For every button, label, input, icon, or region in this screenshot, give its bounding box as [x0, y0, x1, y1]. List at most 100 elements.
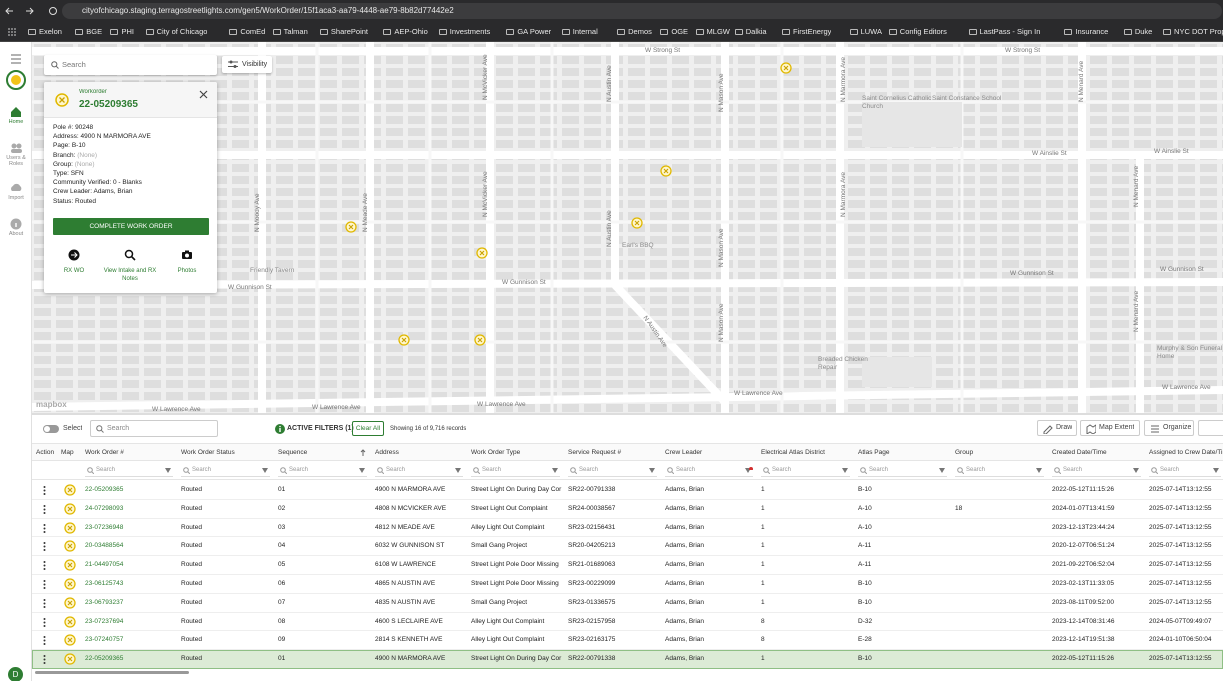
work-order-pin[interactable]	[474, 334, 486, 346]
work-order-link[interactable]: 24-07298093	[85, 500, 175, 518]
action-label[interactable]: RX WO	[44, 267, 104, 275]
bookmark[interactable]: Exelon	[28, 22, 62, 42]
map-pin[interactable]	[64, 484, 76, 496]
bookmark[interactable]: Dalkia	[735, 22, 767, 42]
action-menu[interactable]	[43, 599, 46, 608]
active-filters[interactable]: ACTIVE FILTERS (1)	[287, 423, 354, 435]
clear-all-button[interactable]: Clear All	[352, 421, 384, 436]
nav-label[interactable]: Users & Roles	[0, 155, 32, 167]
action-menu[interactable]	[43, 561, 46, 570]
column-header[interactable]: Atlas Page	[858, 444, 949, 461]
nav-label[interactable]: Home	[0, 119, 32, 125]
action-label[interactable]: View Intake and RX Notes	[100, 267, 160, 283]
map-pin[interactable]	[64, 597, 76, 609]
column-filter[interactable]: Search	[665, 464, 753, 477]
action-icon[interactable]	[181, 249, 193, 261]
map-pin[interactable]	[64, 559, 76, 571]
bookmark[interactable]: Config Editors	[889, 22, 947, 42]
action-menu[interactable]	[43, 542, 46, 551]
column-filter[interactable]: Search	[568, 464, 657, 477]
map-attribution[interactable]: mapbox	[36, 400, 67, 409]
work-order-link[interactable]: 23-07236948	[85, 519, 175, 537]
bookmark[interactable]: City of Chicago	[146, 22, 208, 42]
select-label[interactable]: Select	[63, 423, 82, 435]
column-header[interactable]: Address	[375, 444, 465, 461]
nav-label[interactable]: About	[0, 231, 32, 237]
action-label[interactable]: Photos	[157, 267, 217, 275]
bookmark[interactable]: LUWA	[850, 22, 882, 42]
work-order-pin[interactable]	[780, 62, 792, 74]
action-menu[interactable]	[43, 655, 46, 664]
map-pin[interactable]	[64, 653, 76, 665]
work-order-link[interactable]: 23-06793237	[85, 594, 175, 612]
work-order-pin[interactable]	[476, 247, 488, 259]
action-menu[interactable]	[43, 636, 46, 645]
column-filter[interactable]: Search	[471, 464, 560, 477]
column-header[interactable]: Group	[955, 444, 1046, 461]
visibility-button[interactable]: Visibility	[222, 56, 272, 73]
column-filter[interactable]: Search	[278, 464, 367, 477]
action-menu[interactable]	[43, 486, 46, 495]
work-order-link[interactable]: 23-07240757	[85, 631, 175, 649]
column-header[interactable]: Work Order #	[85, 444, 175, 461]
column-header[interactable]: Action	[36, 444, 55, 461]
bookmark[interactable]: Demos	[617, 22, 652, 42]
action-icon[interactable]	[124, 249, 136, 261]
url-bar[interactable]: cityofchicago.staging.terragostreetlight…	[62, 3, 1222, 19]
action-menu[interactable]	[43, 580, 46, 589]
toolbar-button[interactable]	[1198, 420, 1223, 436]
column-header[interactable]: Crew Leader	[665, 444, 755, 461]
nav-icon[interactable]	[10, 218, 22, 230]
bookmark[interactable]: NYC DOT Proposal...	[1163, 22, 1223, 42]
column-filter[interactable]: Search	[375, 464, 463, 477]
column-header[interactable]: Assigned to Crew Date/Time	[1149, 444, 1223, 461]
scrollbar-thumb[interactable]	[35, 671, 189, 674]
work-order-link[interactable]: 21-04497054	[85, 556, 175, 574]
bookmark[interactable]: MLGW	[696, 22, 730, 42]
work-order-pin[interactable]	[660, 165, 672, 177]
column-filter[interactable]: Search	[85, 464, 173, 477]
action-menu[interactable]	[43, 524, 46, 533]
column-header[interactable]: Service Request #	[568, 444, 659, 461]
nav-icon[interactable]	[10, 106, 22, 118]
nav-icon[interactable]	[10, 142, 22, 154]
toolbar-button[interactable]: Map Extent	[1080, 420, 1140, 436]
nav-icon[interactable]	[10, 182, 22, 194]
bookmark[interactable]: Talman	[273, 22, 308, 42]
bookmark[interactable]: Internal	[562, 22, 598, 42]
column-filter[interactable]: Search	[858, 464, 947, 477]
work-order-link[interactable]: 23-07237694	[85, 613, 175, 631]
column-header[interactable]: Map	[61, 444, 79, 461]
map-search[interactable]: Search	[44, 55, 217, 75]
bookmark[interactable]: ComEd	[229, 22, 265, 42]
toolbar-button[interactable]: Draw	[1037, 420, 1077, 436]
bookmark[interactable]: Duke	[1124, 22, 1153, 42]
column-header[interactable]: Electrical Atlas District	[761, 444, 852, 461]
nav-label[interactable]: Import	[0, 195, 32, 201]
work-order-link[interactable]: 20-03488564	[85, 537, 175, 555]
bookmark[interactable]: Investments	[439, 22, 490, 42]
nav-buttons[interactable]	[4, 4, 64, 18]
column-header[interactable]: Created Date/Time	[1052, 444, 1143, 461]
bookmark[interactable]: SharePoint	[320, 22, 368, 42]
apps-icon[interactable]	[8, 28, 16, 36]
bookmark[interactable]: BGE	[75, 22, 102, 42]
action-menu[interactable]	[43, 505, 46, 514]
map-pin[interactable]	[64, 522, 76, 534]
map-pin[interactable]	[64, 634, 76, 646]
map-pin[interactable]	[64, 616, 76, 628]
work-order-link[interactable]: 23-06125743	[85, 575, 175, 593]
avatar[interactable]: D	[8, 667, 23, 681]
action-menu[interactable]	[43, 618, 46, 627]
menu-icon[interactable]	[10, 54, 22, 64]
column-filter[interactable]: Search	[181, 464, 270, 477]
work-order-link[interactable]: 22-05209365	[85, 481, 175, 499]
close-button[interactable]	[199, 90, 208, 99]
grid-search[interactable]: Search	[90, 420, 218, 437]
bookmark[interactable]: PHI	[110, 22, 134, 42]
work-order-pin[interactable]	[398, 334, 410, 346]
map-pin[interactable]	[64, 503, 76, 515]
sort-icon[interactable]	[360, 449, 366, 456]
bookmark[interactable]: Insurance	[1064, 22, 1108, 42]
bookmark[interactable]: LastPass - Sign In	[969, 22, 1041, 42]
